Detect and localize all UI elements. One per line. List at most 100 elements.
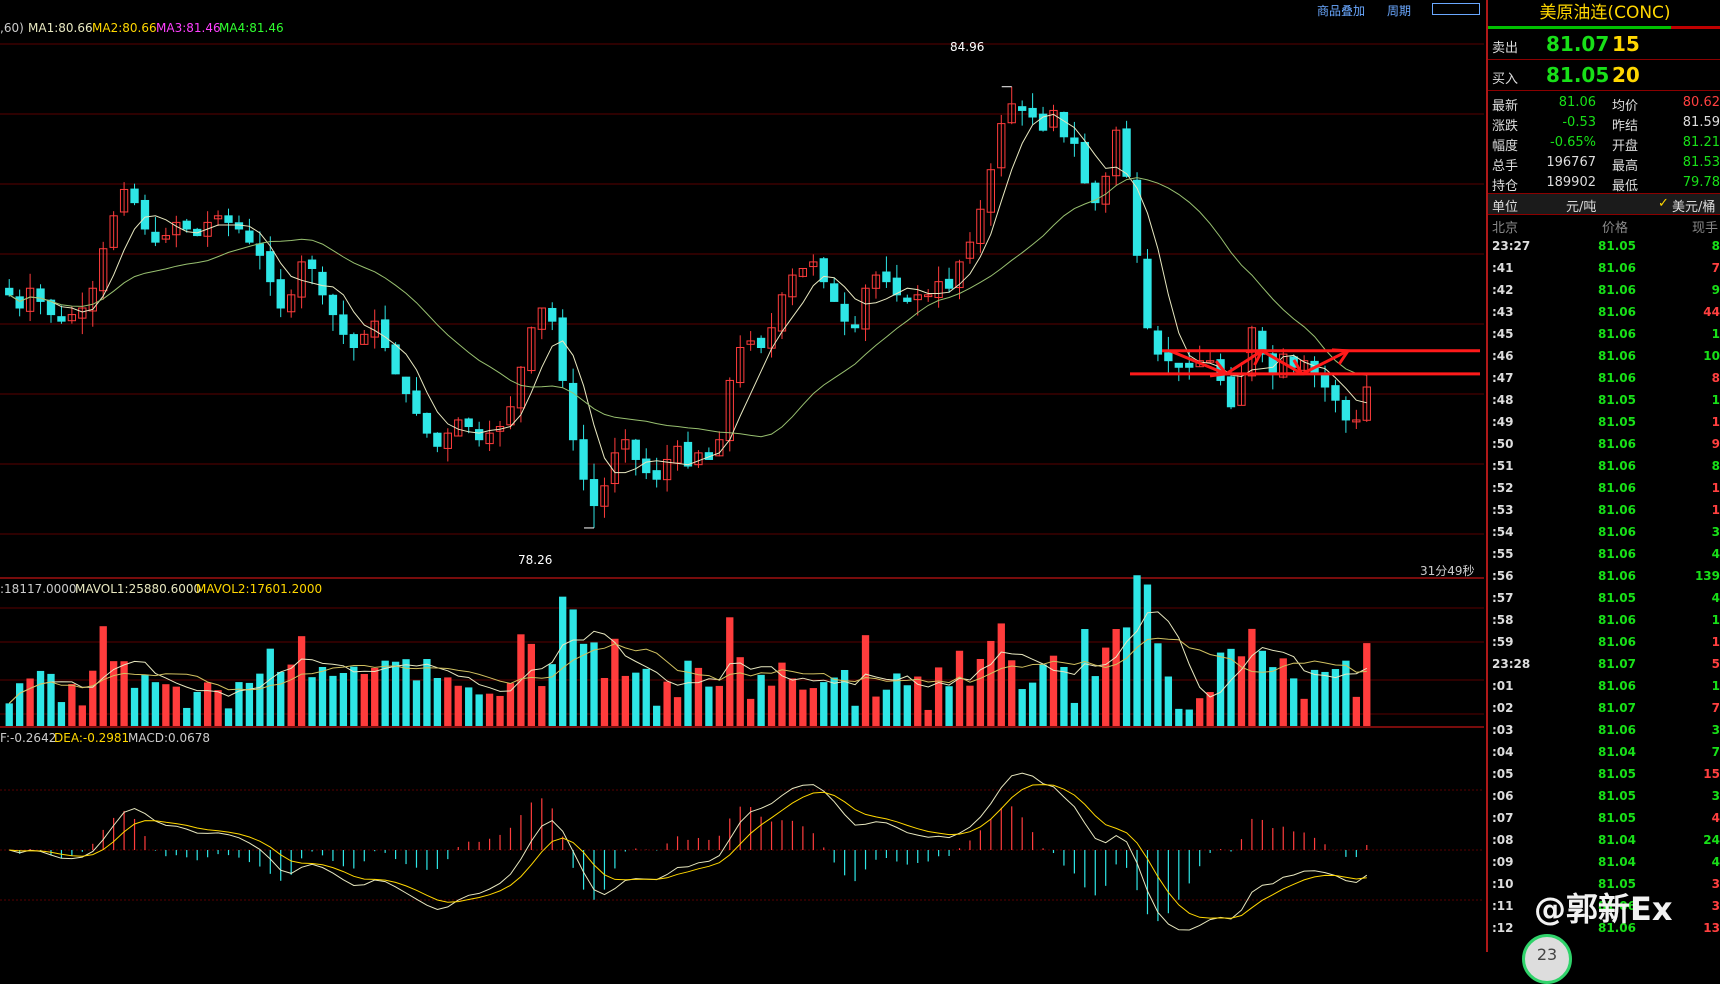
tick-row: :55 81.06 4 [1488, 543, 1720, 565]
candle-body [1174, 362, 1183, 368]
bid-label: 买入 [1492, 72, 1519, 87]
volume-bar [987, 640, 995, 726]
bid-price: 81.05 [1546, 63, 1610, 87]
tick-time: 23:28 [1492, 657, 1531, 671]
volume-bar [308, 677, 316, 726]
candle-body [568, 382, 578, 441]
bar-countdown: 31分49秒 [1420, 564, 1475, 578]
candle-body [621, 439, 630, 450]
candle-body [109, 215, 118, 248]
tick-price: 81.06 [1598, 899, 1636, 913]
candle-body [203, 221, 212, 237]
volume-bar [1143, 584, 1152, 726]
volume-bar [757, 674, 765, 726]
tick-qty: 3 [1711, 789, 1720, 803]
mavol1-line [8, 611, 1368, 704]
candle-body [1080, 141, 1089, 184]
tick-row: :59 81.06 1 [1488, 631, 1720, 653]
tick-time: :59 [1492, 635, 1514, 649]
tick-qty: 1 [1711, 503, 1720, 517]
tick-row: :51 81.06 8 [1488, 455, 1720, 477]
volume-bar [245, 682, 254, 726]
stat-key: 开盘 [1612, 139, 1639, 154]
tick-price: 81.05 [1598, 591, 1636, 605]
volume-bar [235, 682, 243, 726]
volume-bar [778, 662, 786, 726]
tick-time: :02 [1492, 701, 1514, 715]
candle-body [1185, 362, 1194, 368]
volume-bar [350, 666, 358, 726]
tick-time: :01 [1492, 679, 1514, 693]
candle-body [318, 271, 327, 296]
period-button[interactable]: 周期 [1387, 4, 1412, 18]
tick-time: :45 [1492, 327, 1514, 341]
volume-bar [78, 705, 86, 726]
volume-bar [976, 658, 985, 726]
volume-bar [788, 678, 797, 726]
chart-area[interactable]: ,60) MA1:80.66 MA2:80.66 MA3:81.46 MA4:8… [0, 0, 1484, 952]
window-controls-icon[interactable] [1432, 3, 1480, 15]
volume-bar [109, 661, 118, 726]
low-price-label: 78.26 [518, 553, 553, 567]
stat-value: 81.53 [1682, 155, 1720, 170]
candle-body [694, 452, 703, 466]
tick-qty: 4 [1711, 591, 1720, 605]
volume-bar [820, 682, 828, 726]
volume-bar [183, 707, 191, 726]
ticks-list[interactable]: 23:27 81.05 8:41 81.06 7:42 81.06 9:43 81.06 44:… [1488, 235, 1720, 939]
stat-value: -0.65% [1550, 135, 1596, 150]
stat-value: 196767 [1546, 155, 1596, 170]
kline-chart[interactable] [0, 0, 1484, 952]
tick-price: 81.06 [1598, 305, 1636, 319]
macd-legend: MACD:0.0678 [128, 731, 211, 745]
candle-body [725, 379, 734, 442]
volume-bar [799, 689, 807, 726]
stat-key: 涨跌 [1492, 119, 1519, 134]
volume-bar [569, 609, 577, 726]
instrument-title[interactable]: 美原油连(CONC) [1488, 0, 1720, 29]
unit-alt[interactable]: 美元/桶 [1672, 200, 1716, 215]
candle-body [1132, 179, 1142, 256]
volume-bar [694, 667, 703, 726]
candle-body [882, 271, 891, 283]
volume-bar [663, 681, 671, 726]
volume-bar [141, 674, 149, 726]
candle-body [474, 429, 484, 441]
candle-body [422, 412, 432, 434]
tick-qty: 8 [1711, 371, 1720, 385]
overlay-button[interactable]: 商品叠加 [1317, 4, 1366, 18]
candle-body [1205, 360, 1215, 363]
candle-body [976, 208, 985, 244]
ma1-legend: MA1:80.66 [28, 21, 93, 35]
volume-bar [256, 673, 264, 726]
tick-row: :52 81.06 1 [1488, 477, 1720, 499]
tick-time: :03 [1492, 723, 1514, 737]
volume-bar [767, 685, 776, 726]
candle-body [861, 287, 870, 330]
tick-time: :43 [1492, 305, 1514, 319]
tick-price: 81.06 [1598, 525, 1636, 539]
ask-volume: 15 [1612, 32, 1640, 56]
candle-body [88, 287, 97, 312]
candle-body [412, 390, 421, 414]
candle-body [798, 267, 808, 277]
tick-price: 81.07 [1598, 657, 1636, 671]
unit-value[interactable]: 元/吨 [1566, 200, 1597, 215]
tick-qty: 1 [1711, 415, 1720, 429]
unit-label: 单位 [1492, 200, 1519, 215]
candle-body [683, 441, 693, 467]
tick-row: 23:28 81.07 5 [1488, 653, 1720, 675]
volume-bar [266, 648, 274, 726]
unit-row[interactable]: 单位 元/吨 ✓ 美元/桶 [1488, 193, 1720, 215]
candle-body [1018, 106, 1027, 111]
tick-qty: 7 [1711, 701, 1720, 715]
volume-bar [1008, 660, 1016, 726]
volume-bar [1310, 669, 1319, 726]
volume-bar [1175, 708, 1183, 726]
volume-bar [924, 709, 932, 726]
tick-price: 81.06 [1598, 349, 1636, 363]
tick-time: :57 [1492, 591, 1514, 605]
tick-row: :48 81.05 1 [1488, 389, 1720, 411]
tick-time: :52 [1492, 481, 1514, 495]
stat-key: 总手 [1492, 159, 1519, 174]
